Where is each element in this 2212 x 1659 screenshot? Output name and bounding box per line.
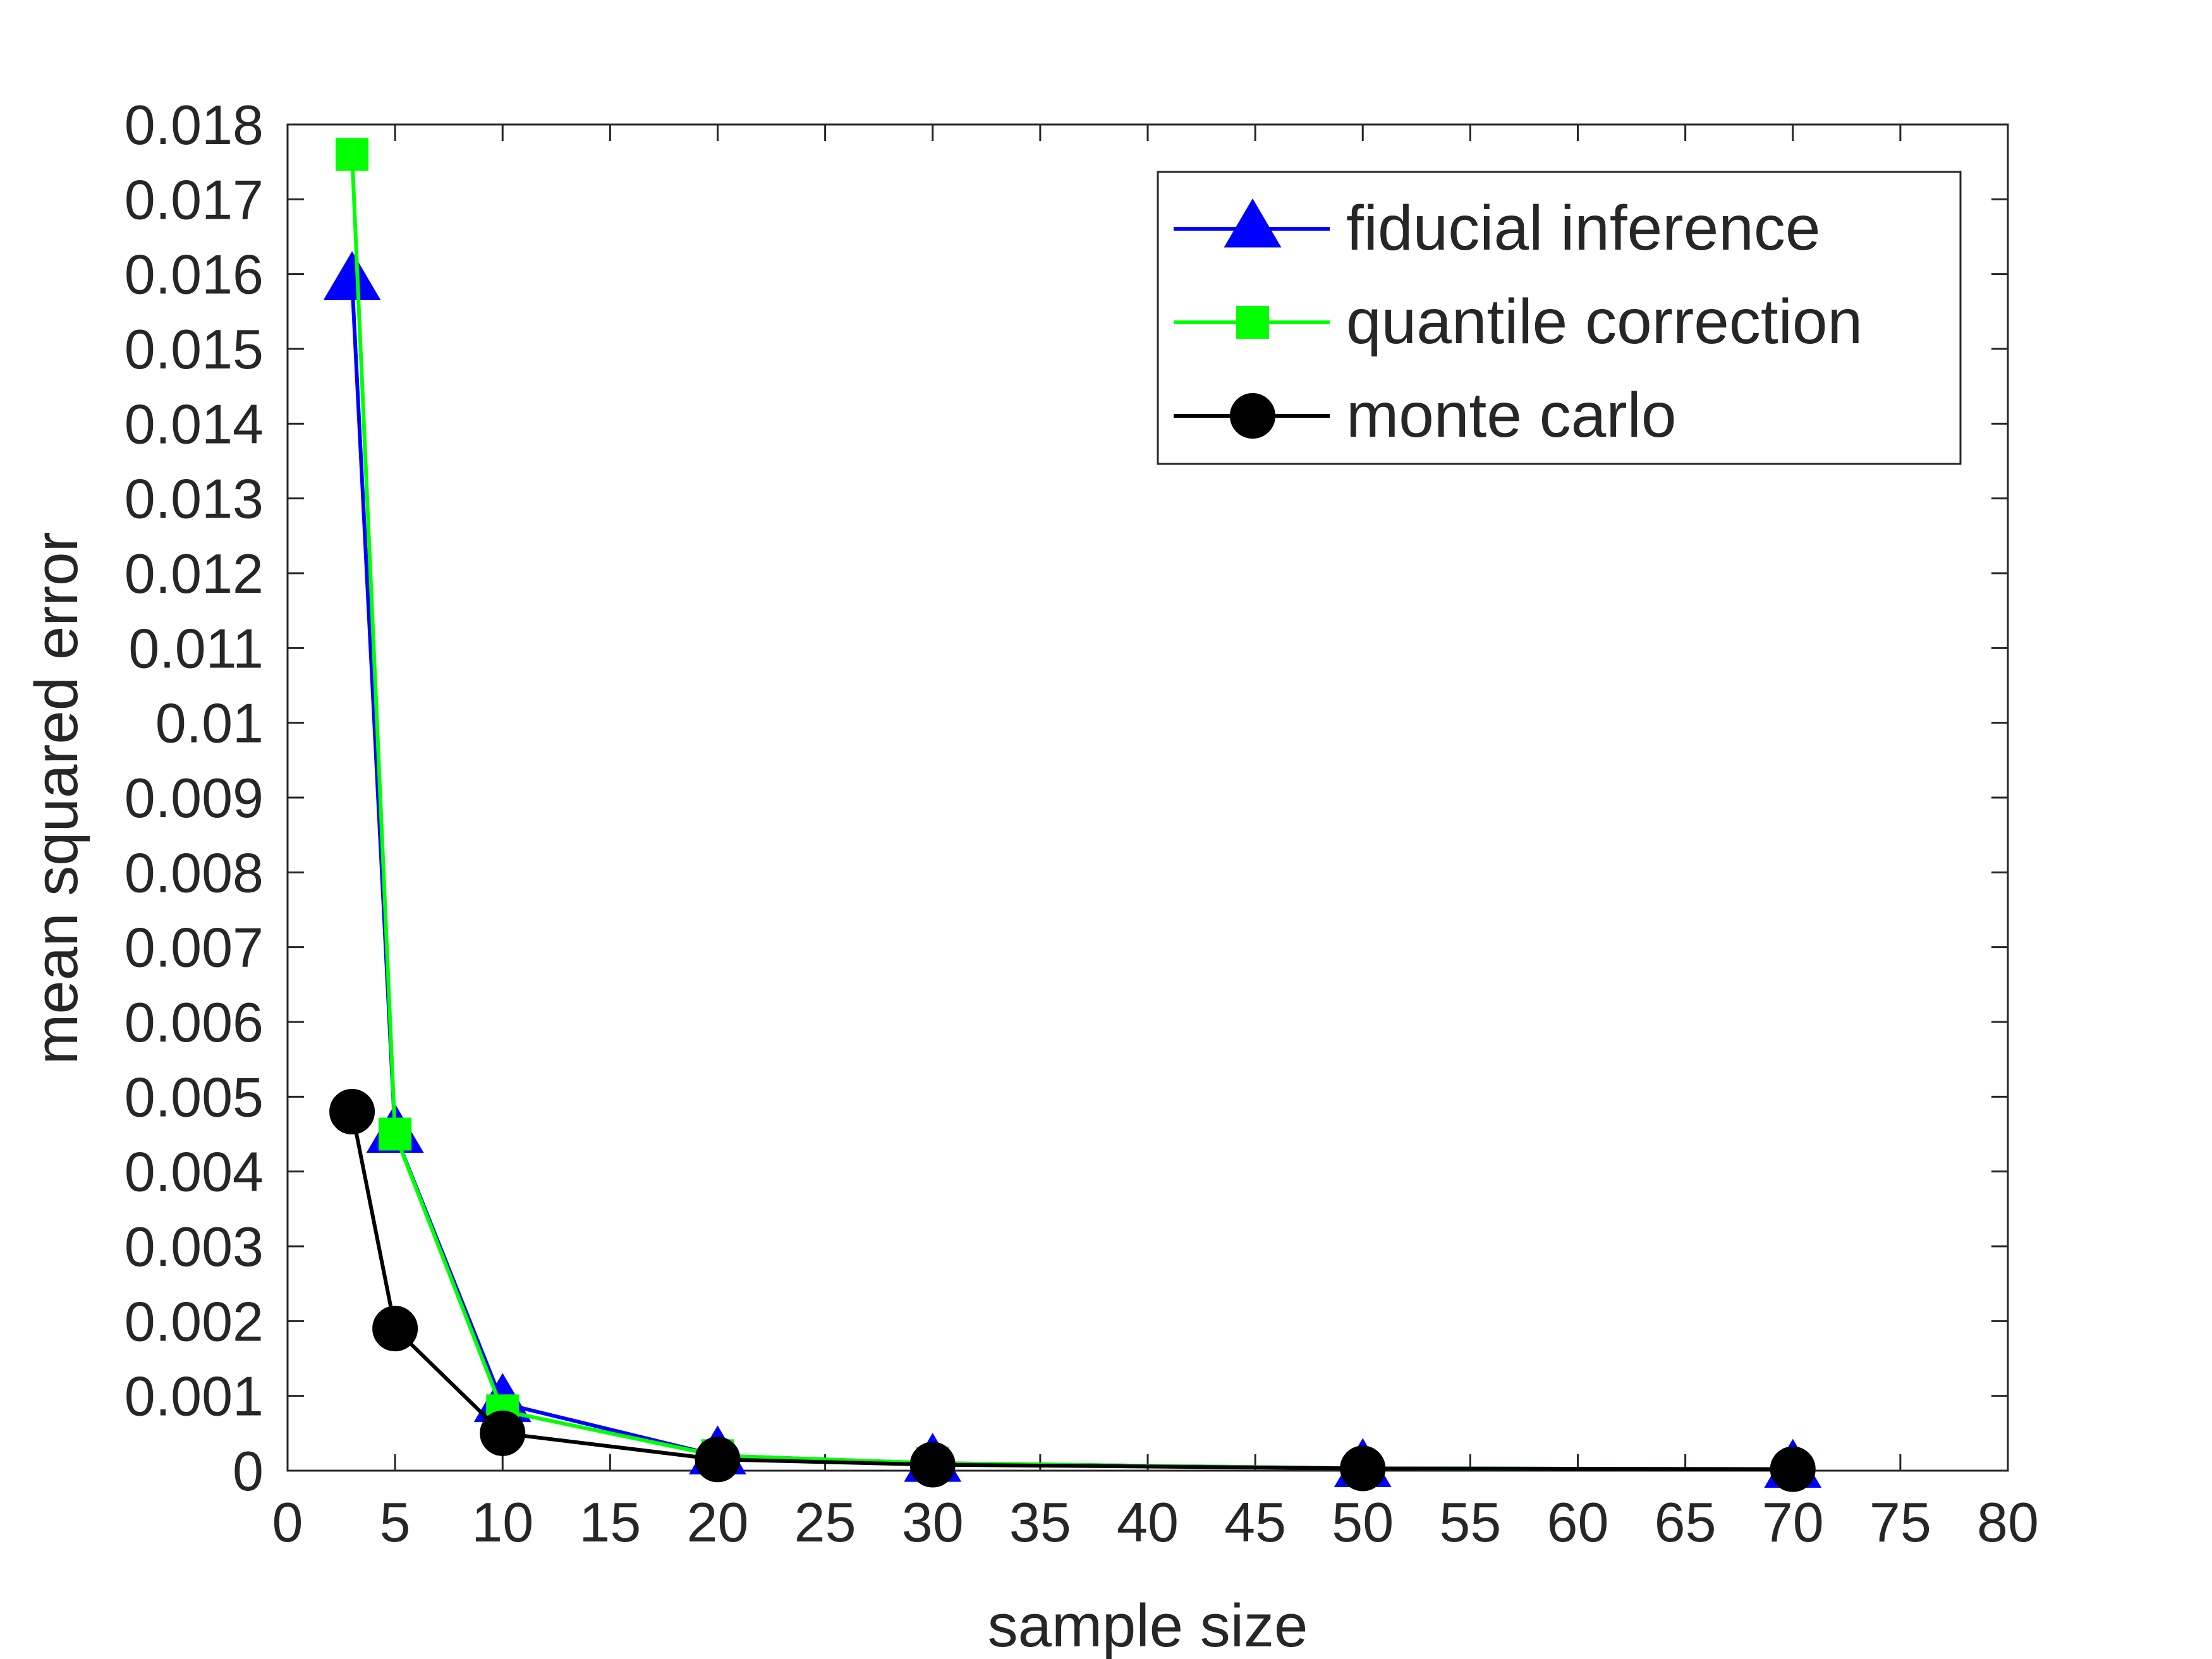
series-monte-carlo	[329, 1089, 1816, 1492]
x-tick-label: 70	[1762, 1491, 1824, 1553]
y-tick-label: 0.003	[125, 1215, 264, 1278]
y-tick-label: 0.007	[125, 916, 264, 979]
y-tick-label: 0.008	[125, 841, 264, 904]
legend-marker-fiducial-inference	[1224, 198, 1282, 248]
x-tick-label: 10	[471, 1491, 533, 1553]
y-tick-label: 0.018	[125, 94, 264, 156]
x-tick-label: 0	[272, 1491, 303, 1553]
x-axis-label: sample size	[988, 1592, 1308, 1659]
x-tick-label: 65	[1655, 1491, 1717, 1553]
y-tick-label: 0.002	[125, 1290, 264, 1352]
data-point-monte-carlo	[1340, 1445, 1386, 1492]
x-tick-label: 30	[902, 1491, 964, 1553]
y-tick-label: 0.004	[125, 1141, 264, 1203]
x-tick-label: 40	[1117, 1491, 1179, 1553]
legend-label: quantile correction	[1346, 286, 1863, 357]
x-tick-label: 50	[1332, 1491, 1394, 1553]
data-point-fiducial-inference	[323, 251, 381, 301]
legend: fiducial inference quantile correction mon…	[1157, 171, 1962, 465]
data-point-monte-carlo	[1770, 1446, 1816, 1492]
legend-label: monte carlo	[1346, 380, 1676, 451]
y-tick-label: 0.01	[155, 692, 264, 755]
y-tick-label: 0.014	[125, 392, 264, 455]
y-tick-label: 0.016	[125, 243, 264, 306]
y-tick-label: 0.009	[125, 767, 264, 829]
y-tick-label: 0	[233, 1440, 264, 1502]
data-point-monte-carlo	[909, 1442, 956, 1488]
y-tick-label: 0.001	[125, 1365, 264, 1428]
y-tick-label: 0.011	[128, 617, 264, 679]
axes: 0 5 10 15 20 25 30 35 40 45 50 55 60 65 70 75 80 0 0.001 0.…	[125, 94, 2039, 1553]
data-point-monte-carlo	[695, 1437, 741, 1483]
y-tick-label: 0.017	[125, 168, 264, 231]
x-tick-label: 55	[1439, 1491, 1501, 1553]
y-axis-label: mean squared error	[23, 532, 90, 1064]
x-tick-label: 60	[1547, 1491, 1609, 1553]
x-tick-label: 15	[579, 1491, 641, 1553]
data-point-quantile-correction	[379, 1117, 412, 1151]
x-tick-label: 5	[380, 1491, 411, 1553]
legend-marker-quantile-correction	[1236, 306, 1269, 339]
legend-label: fiducial inference	[1346, 193, 1820, 264]
data-point-quantile-correction	[336, 138, 369, 171]
y-tick-label: 0.012	[125, 542, 264, 605]
y-tick-label: 0.013	[125, 468, 264, 530]
series-layer	[323, 138, 1822, 1492]
data-point-monte-carlo	[480, 1410, 526, 1456]
x-tick-label: 25	[794, 1491, 856, 1553]
x-tick-label: 75	[1869, 1491, 1931, 1553]
y-tick-label: 0.015	[125, 318, 264, 380]
legend-marker-monte-carlo	[1230, 393, 1275, 439]
x-tick-label: 80	[1977, 1491, 2039, 1553]
x-tick-label: 35	[1009, 1491, 1071, 1553]
y-tick-label: 0.005	[125, 1066, 264, 1128]
x-tick-label: 45	[1224, 1491, 1286, 1553]
y-tick-label: 0.006	[125, 991, 264, 1054]
x-tick-label: 20	[687, 1491, 749, 1553]
data-point-monte-carlo	[372, 1306, 418, 1352]
data-point-monte-carlo	[329, 1089, 375, 1134]
